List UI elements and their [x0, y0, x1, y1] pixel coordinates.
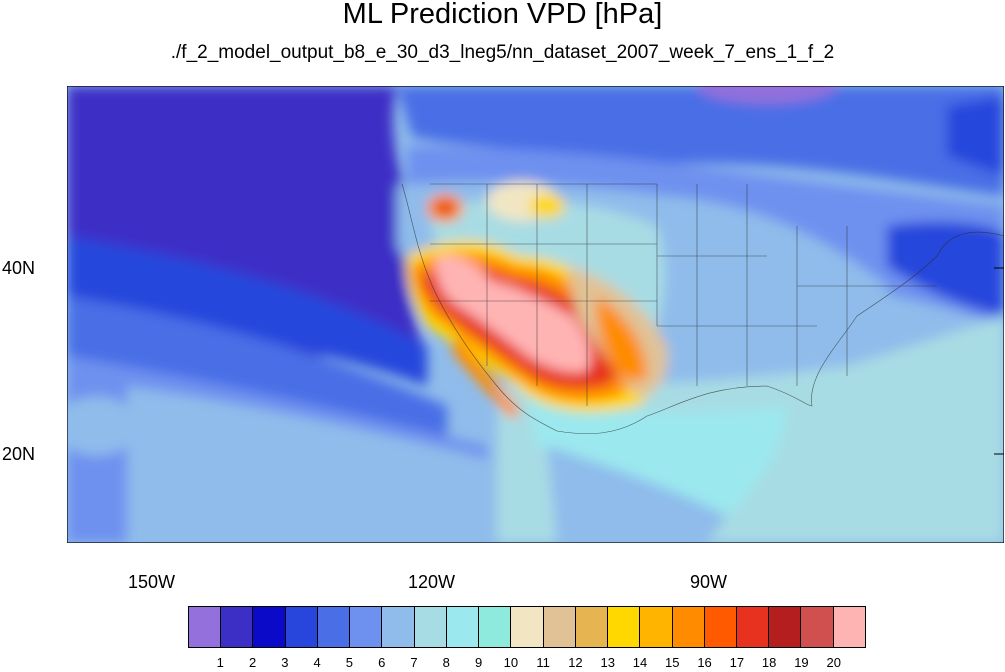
colorbar-level-label: 1 [216, 655, 224, 670]
colorbar-swatch [350, 607, 383, 647]
colorbar-level-label: 7 [410, 655, 418, 670]
vpd-field [67, 86, 1004, 543]
colorbar-swatch [511, 607, 544, 647]
colorbar-level-label: 10 [503, 655, 519, 670]
colorbar-level-label: 9 [474, 655, 483, 670]
boundaries [401, 183, 1004, 435]
colorbar-level-label: 16 [697, 655, 712, 670]
colorbar-swatch [575, 607, 609, 647]
lon-tick-120w: 120W [408, 572, 456, 592]
colorbar-level-label: 2 [248, 655, 257, 670]
colorbar [188, 606, 866, 648]
lon-tick-90w: 90W [690, 572, 728, 592]
colorbar-swatch [221, 607, 254, 647]
tick-marks [994, 267, 1004, 455]
colorbar-swatch [833, 607, 865, 647]
colorbar-swatch [189, 607, 222, 647]
colorbar-level-label: 13 [600, 655, 615, 670]
colorbar-level-label: 4 [313, 655, 321, 670]
colorbar-level-label: 17 [729, 655, 745, 670]
colorbar-swatch [608, 607, 641, 647]
colorbar-level-label: 15 [665, 655, 680, 670]
colorbar-swatch [253, 607, 286, 647]
plot-title: ML Prediction VPD [hPa] [342, 0, 663, 30]
colorbar-swatch [672, 607, 705, 647]
colorbar-swatch [640, 607, 673, 647]
colorbar-swatch [543, 607, 576, 647]
colorbar-swatch [317, 607, 351, 647]
colorbar-swatch [382, 607, 415, 647]
colorbar-swatch [736, 607, 770, 647]
colorbar-level-label: 12 [568, 655, 583, 670]
colorbar-level-label: 8 [442, 655, 450, 670]
lon-tick-150w: 150W [128, 572, 176, 592]
colorbar-level-label: 18 [761, 655, 777, 670]
colorbar-level-label: 19 [794, 655, 809, 670]
colorbar-level-label: 20 [826, 655, 841, 670]
lat-tick-40n: 40N [2, 258, 36, 278]
colorbar-swatch [285, 607, 318, 647]
colorbar-swatch [414, 607, 447, 647]
colorbar-labels: 1 2 3 4 5 6 7 8 9 10 11 12 13 14 15 16 17 18 19 20 [188, 655, 866, 671]
colorbar-swatch [769, 607, 802, 647]
colorbar-swatch [479, 607, 512, 647]
colorbar-swatch [704, 607, 737, 647]
lat-tick-20n: 20N [2, 444, 36, 464]
colorbar-level-label: 6 [378, 655, 386, 670]
colorbar-level-label: 3 [281, 655, 289, 670]
colorbar-level-label: 5 [345, 655, 354, 670]
colorbar-level-label: 11 [536, 655, 550, 670]
colorbar-swatch [446, 607, 480, 647]
vpd-map [67, 86, 1004, 543]
colorbar-level-label: 14 [632, 655, 648, 670]
plot-subtitle: ./f_2_model_output_b8_e_30_d3_lneg5/nn_d… [170, 42, 835, 63]
colorbar-swatch [801, 607, 834, 647]
